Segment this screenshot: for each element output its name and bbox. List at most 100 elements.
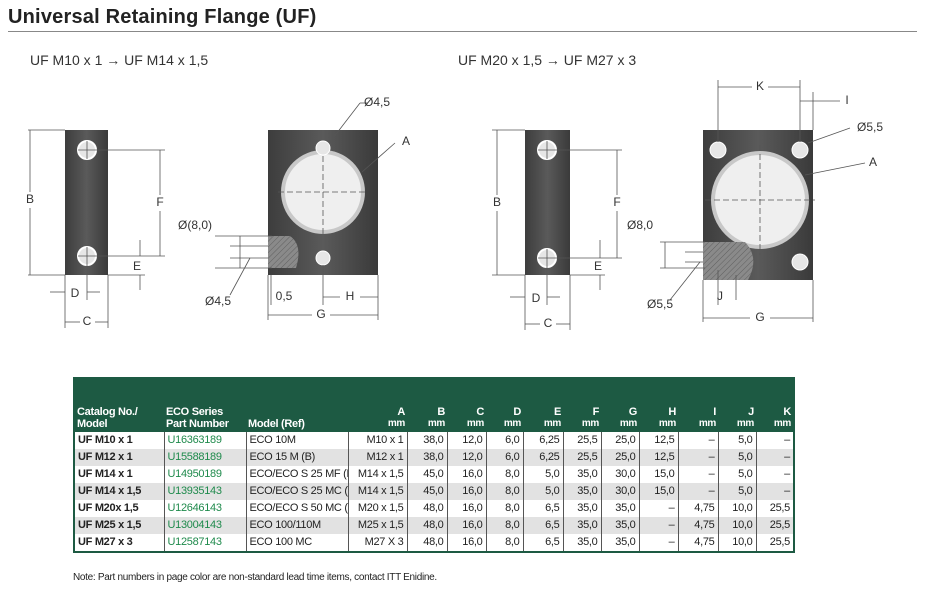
- table-cell: 5,0: [717, 449, 756, 466]
- header-label: C: [476, 406, 484, 418]
- table-cell: –: [677, 449, 718, 466]
- table-cell: 12,0: [446, 449, 486, 466]
- header-unit: mm: [736, 418, 754, 429]
- table-cell: 6,5: [522, 517, 563, 534]
- dim-label: B: [26, 192, 34, 206]
- dim-label: Ø5,5: [647, 297, 673, 311]
- dim-label: Ø5,5: [857, 120, 883, 134]
- table-cell: 25,5: [755, 534, 794, 552]
- header-cell: ECO Series Part Number: [164, 378, 246, 432]
- table-row: UF M25 x 1,5 U13004143 ECO 100/110M M25 x 1…: [74, 517, 794, 534]
- dim-label: F: [156, 195, 163, 209]
- table-cell: M25 x 1,5: [347, 517, 407, 534]
- header-label: B: [437, 406, 445, 418]
- table-cell: 45,0: [406, 466, 447, 483]
- header-label: I: [713, 406, 716, 418]
- dim-label: G: [755, 310, 764, 324]
- drawing-shape: [804, 162, 866, 176]
- header-label: Catalog No./ Model: [77, 406, 138, 430]
- table-cell: M14 x 1,5: [347, 466, 407, 483]
- table-cell: 6,5: [522, 500, 563, 517]
- table-cell: U15588189: [163, 449, 246, 466]
- page-title: Universal Retaining Flange (UF): [8, 6, 317, 28]
- header-unit: mm: [658, 418, 676, 429]
- table-cell: 38,0: [406, 432, 447, 449]
- header-label: E: [553, 406, 561, 418]
- table-cell: 16,0: [446, 500, 486, 517]
- header-cell: Catalog No./ Model: [74, 378, 164, 432]
- title-rule: [8, 31, 917, 32]
- drawing-subtitle: UF M10 x 1 → UF M14 x 1,5: [30, 52, 209, 68]
- right-drawing: B F E D C K I Ø5,5 A Ø8,0 Ø5,5 J G: [492, 79, 883, 330]
- dim-label: Ø(8,0): [178, 218, 212, 232]
- table-cell: 25,5: [562, 432, 601, 449]
- table-cell: 5,0: [522, 483, 563, 500]
- table-cell: –: [677, 432, 718, 449]
- table-cell: 35,0: [600, 517, 639, 534]
- header-cell: Model (Ref): [246, 378, 348, 432]
- table-cell: –: [638, 534, 678, 552]
- table-row: UF M12 x 1 U15588189 ECO 15 M (B) M12 x 1 38…: [74, 449, 794, 466]
- header-unit: mm: [427, 418, 445, 429]
- table-cell: UF M14 x 1,5: [74, 483, 164, 500]
- drawing-shape: [807, 127, 851, 144]
- table-cell: M12 x 1: [347, 449, 407, 466]
- drawing-shape: [268, 236, 299, 268]
- table-cell: U12587143: [163, 534, 246, 552]
- table-cell: M20 x 1,5: [347, 500, 407, 517]
- table-cell: U14950189: [163, 466, 246, 483]
- table-cell: 6,25: [522, 432, 563, 449]
- table-cell: 4,75: [677, 534, 718, 552]
- table-cell: 12,0: [446, 432, 486, 449]
- header-unit: mm: [773, 418, 791, 429]
- table-cell: 6,5: [522, 534, 563, 552]
- table-cell: 12,5: [638, 449, 678, 466]
- dim-label: A: [869, 155, 877, 169]
- header-row: Catalog No./ Model ECO Series Part Number…: [74, 378, 794, 432]
- table-cell: 5,0: [717, 432, 756, 449]
- dim-label: H: [346, 289, 355, 303]
- left-drawing: B F E D C Ø4,5 A Ø(8,0) Ø4,5 0,5 H G: [26, 95, 410, 328]
- table-row: UF M10 x 1 U16363189 ECO 10M M10 x 1 38,0 12,…: [74, 432, 794, 449]
- table-cell: ECO/ECO S 25 MF (B): [245, 466, 348, 483]
- table-cell: 16,0: [446, 534, 486, 552]
- dim-label: D: [532, 291, 541, 305]
- table-cell: –: [638, 500, 678, 517]
- table-cell: U13935143: [163, 483, 246, 500]
- table-row: UF M14 x 1 U14950189 ECO/ECO S 25 MF (B) M1…: [74, 466, 794, 483]
- table-cell: 35,0: [562, 466, 601, 483]
- table-cell: 6,25: [522, 449, 563, 466]
- table-cell: 8,0: [485, 466, 523, 483]
- table-cell: 48,0: [406, 517, 447, 534]
- table-cell: 35,0: [600, 500, 639, 517]
- table-cell: UF M27 x 3: [78, 536, 133, 548]
- dim-label: I: [845, 93, 848, 107]
- table-cell: 8,0: [485, 483, 523, 500]
- dim-label: K: [756, 79, 764, 93]
- table-cell: 35,0: [600, 534, 639, 552]
- dim-label: Ø4,5: [364, 95, 390, 109]
- table-cell: 4,75: [677, 517, 718, 534]
- drawing-shape: [361, 142, 396, 173]
- table-cell: ECO 100/110M: [245, 517, 348, 534]
- table-cell: 8,0: [485, 500, 523, 517]
- table-cell: –: [755, 483, 794, 500]
- table-cell: M27 X 3: [347, 534, 407, 552]
- table-cell: –: [755, 466, 794, 483]
- drawing-shape: [703, 242, 754, 280]
- table-cell: 5,0: [522, 466, 563, 483]
- dim-label: 0,5: [276, 289, 293, 303]
- dim-label: D: [71, 286, 80, 300]
- table-cell: 35,0: [562, 517, 601, 534]
- header-unit: mm: [619, 418, 637, 429]
- table-cell: 16,0: [446, 517, 486, 534]
- table-cell: ECO/ECO S 25 MC (B): [245, 483, 348, 500]
